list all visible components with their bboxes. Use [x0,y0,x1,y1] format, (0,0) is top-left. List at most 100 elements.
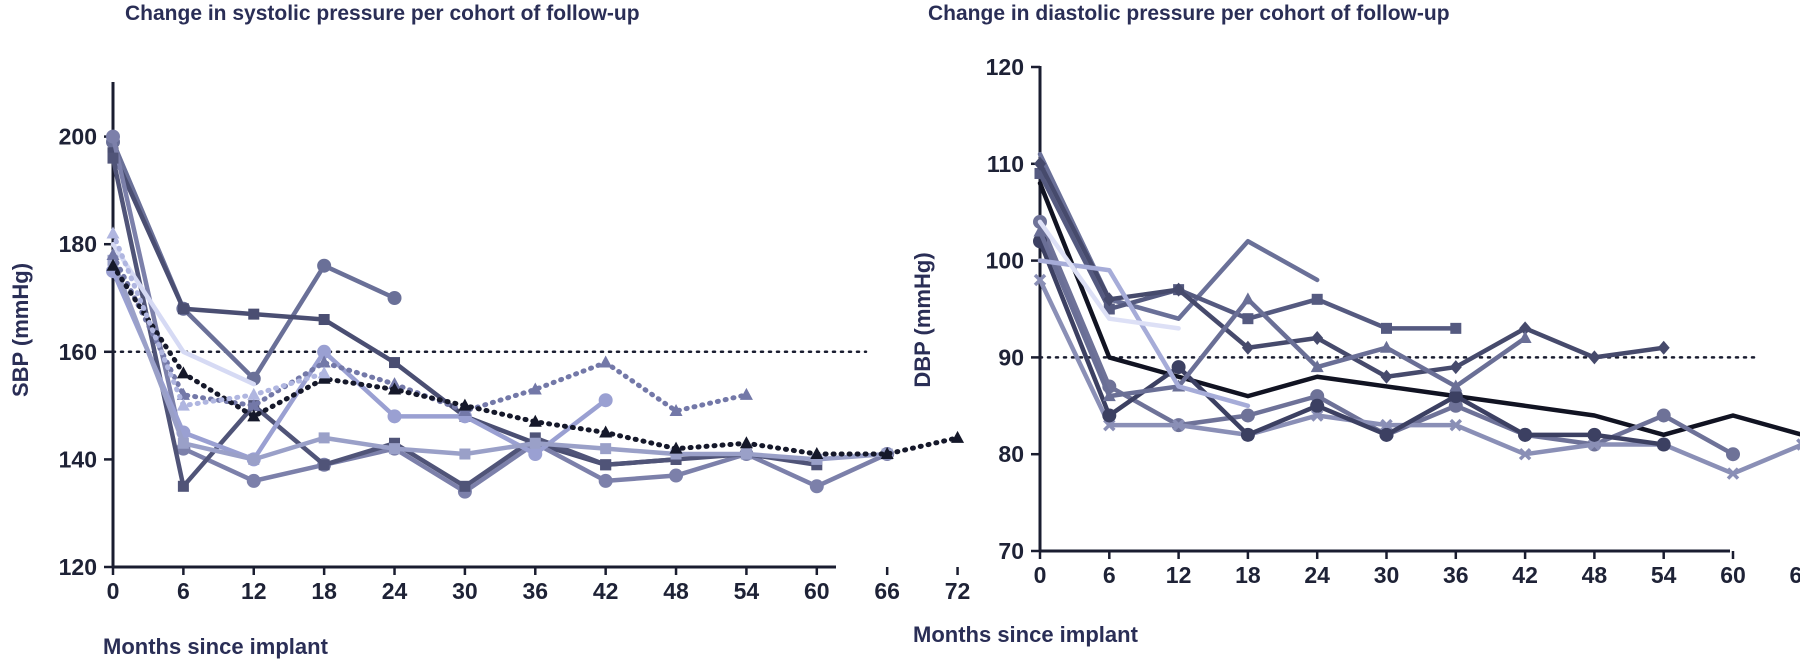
data-point [1311,331,1324,346]
y-tick-label: 160 [59,339,97,365]
data-point [1033,273,1047,287]
x-tick-label: 30 [1374,562,1400,588]
y-tick-label: 90 [998,344,1024,370]
data-point [1796,438,1800,451]
data-point [598,473,613,488]
data-point [177,480,189,492]
data-point [247,387,261,400]
data-point [669,441,683,454]
data-point [1379,427,1394,442]
data-point [1518,447,1532,461]
series-line [1037,277,1800,476]
data-point [106,258,120,271]
data-point [1449,379,1463,392]
data-point [1656,408,1671,423]
data-point [1380,369,1393,384]
x-tick-label: 48 [1582,562,1608,588]
data-point [1310,360,1324,373]
data-point [600,459,612,471]
series-6 [1033,234,1671,452]
x-tick-label: 18 [1235,562,1261,588]
data-point [458,398,472,411]
data-point [1172,418,1185,432]
data-point [1102,389,1116,402]
x-tick-label: 6 [1103,562,1116,588]
data-point [1102,408,1117,423]
data-point [246,473,261,488]
series-6 [110,241,257,387]
data-point [176,398,190,411]
data-point [810,447,824,460]
series-line [110,241,257,387]
data-point [1103,303,1115,315]
series-line [1037,161,1666,380]
y-tick-label: 120 [986,54,1024,80]
sbp-chart-panel: Change in systolic pressure per cohort o… [0,0,970,666]
data-point [528,414,542,427]
series-9 [1037,219,1181,331]
data-point [247,398,261,411]
data-point [389,357,401,369]
data-point [528,447,543,462]
data-point [317,355,331,368]
x-tick-label: 42 [593,578,619,604]
data-point [739,387,753,400]
data-point [318,459,330,471]
data-point [599,425,613,438]
data-point [600,443,612,455]
x-tick-label: 60 [804,578,830,604]
sbp-chart: 0 6 12 18 24 30 36 42 48 54 60 66 72 120 140 160 180 200 S… [8,82,970,604]
data-point [1518,331,1532,344]
y-tick-label: 70 [998,538,1024,564]
x-tick-label: 18 [311,578,337,604]
series-9 [106,226,331,411]
series-0 [106,134,402,386]
x-tick-label: 24 [382,578,408,604]
data-point [1449,418,1463,432]
data-point [1518,427,1533,442]
data-point [389,443,401,455]
x-tick-label: 30 [452,578,478,604]
data-point [1587,427,1602,442]
data-point [1034,167,1046,179]
x-tick-label: 12 [241,578,267,604]
data-point [669,403,683,416]
data-point [1103,418,1116,432]
series-8 [106,258,965,460]
y-tick-label: 200 [59,124,97,150]
data-point [1588,350,1601,365]
data-point [1241,292,1255,305]
data-point [106,129,120,144]
data-point [1240,427,1255,442]
data-point [387,409,402,424]
data-point [107,152,119,164]
data-point [459,480,471,492]
data-point [106,226,120,239]
data-point [1450,322,1462,334]
data-point [1033,224,1047,237]
series-2 [1034,156,1670,384]
x-tick-label: 36 [1443,562,1469,588]
data-point [1172,282,1185,297]
data-point [1380,340,1393,353]
data-point [387,291,402,305]
data-point [1310,398,1325,413]
data-point [1588,438,1601,451]
data-point [317,258,332,273]
y-tick-label: 100 [986,248,1024,274]
data-point [740,448,752,460]
x-tick-label: 54 [1651,562,1677,588]
data-point [1171,360,1186,375]
data-point [177,303,189,315]
y-tick-label: 180 [59,231,97,257]
data-point [247,409,261,422]
data-point [809,479,824,494]
data-point [1240,408,1255,423]
x-tick-label: 0 [1034,562,1047,588]
data-point [1657,340,1670,355]
y-tick-label: 80 [998,441,1024,467]
x-tick-label: 60 [1720,562,1746,588]
series-line [1037,180,1800,438]
data-point [318,314,330,326]
chart-title: Change in diastolic pressure per cohort … [928,2,1450,25]
